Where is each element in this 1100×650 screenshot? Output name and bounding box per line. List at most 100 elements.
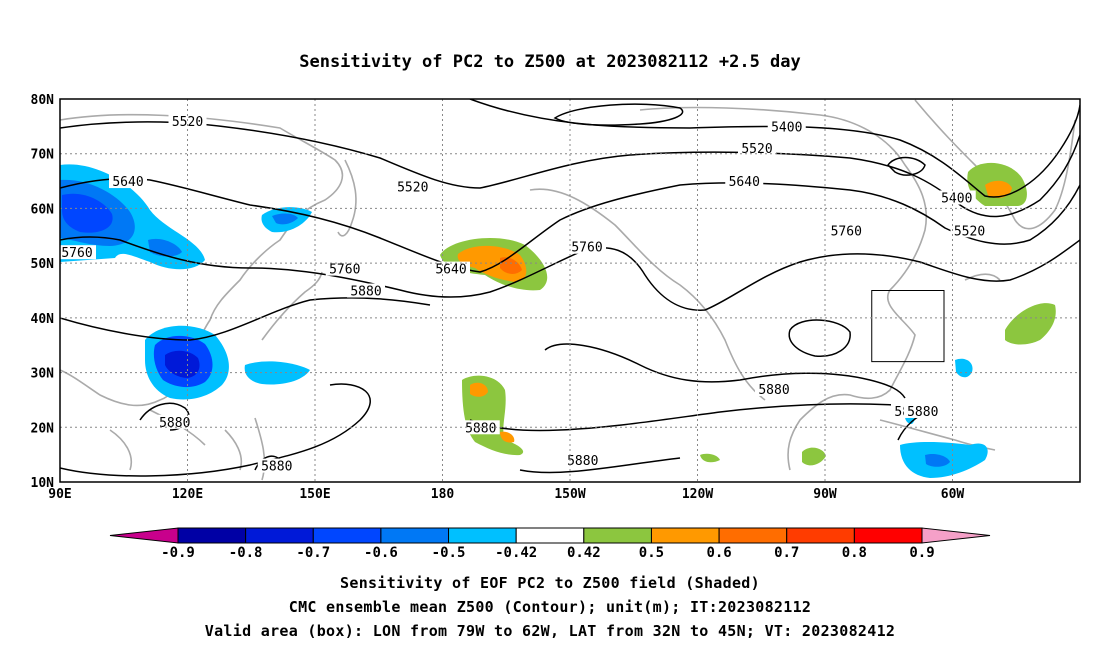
shade-atlantic-pos — [1005, 303, 1056, 345]
contour-5400 — [469, 99, 1080, 198]
contour-label: 5880 — [758, 383, 789, 398]
contour-label: 5880 — [907, 405, 938, 420]
lon-label: 90W — [813, 487, 837, 502]
coastline-alaska — [529, 188, 766, 401]
colorbar-swatch — [245, 527, 314, 544]
shade-japan-neg — [244, 361, 310, 385]
gridlines — [60, 99, 1080, 482]
contour-label-bg — [903, 403, 942, 418]
contour-label-bg — [325, 261, 364, 276]
lat-label: 30N — [31, 367, 55, 382]
contour-label: 5760 — [329, 263, 360, 278]
shade-siberia-neg-core — [62, 193, 113, 233]
contour-label-bg — [257, 458, 296, 473]
valid-area-box — [871, 290, 945, 363]
colorbar: -0.9 -0.8 -0.7 -0.6 -0.5 -0.42 0.42 0.5 0.6 0.7 0.… — [109, 527, 991, 561]
colorbar-label: -0.9 — [161, 545, 195, 561]
lon-label: 120E — [172, 487, 203, 502]
contour-5880-long — [60, 383, 371, 477]
colorbar-label: 0.42 — [567, 545, 601, 561]
shade-central-pacific-pos-core — [470, 382, 515, 443]
contour-label-bg — [563, 453, 602, 468]
lon-label: 150W — [554, 487, 585, 502]
lon-label: 150E — [299, 487, 330, 502]
contour-label: 5760 — [831, 224, 862, 239]
contour-label-bg — [568, 239, 606, 254]
contour-label: 5760 — [571, 241, 602, 256]
contour-5880-south — [469, 403, 896, 432]
contour-label: 5880 — [159, 416, 190, 431]
contour-5880-closed-east — [788, 319, 851, 357]
colorbar-label: 0.8 — [842, 545, 867, 561]
colorbar-under-triangle — [109, 527, 179, 544]
colorbar-swatch — [312, 527, 382, 544]
colorbar-swatch — [650, 527, 720, 544]
contour-label-bg — [738, 141, 776, 156]
contour-label-bg — [155, 414, 194, 429]
map-frame — [59, 98, 1081, 483]
contour-label-bg — [937, 190, 976, 205]
lon-label: 120W — [682, 487, 713, 502]
contour-label: 5640 — [435, 263, 466, 278]
contour-label-bg — [755, 381, 793, 396]
contour-label: 5640 — [112, 175, 143, 190]
contour-label-bg — [725, 174, 764, 189]
contour-label: 5880 — [261, 460, 292, 475]
coastline-kamchatka — [337, 159, 357, 237]
caption-line-2: CMC ensemble mean Z500 (Contour); unit(m… — [288, 598, 812, 616]
colorbar-label: -0.6 — [364, 545, 398, 561]
colorbar-label: 0.7 — [774, 545, 799, 561]
contour-label: 5520 — [954, 224, 985, 239]
lat-label: 80N — [31, 93, 55, 108]
colorbar-swatch — [515, 527, 585, 544]
contour-label: 5520 — [172, 115, 203, 130]
colorbar-swatch — [380, 527, 450, 544]
coastline-newfoundland — [964, 273, 1001, 281]
contour-label: 5400 — [771, 120, 802, 135]
colorbar-swatch — [786, 527, 855, 544]
contour-5880-south-loop — [519, 457, 681, 474]
lat-label: 40N — [31, 312, 55, 327]
contour-label: 5880 — [465, 421, 496, 436]
shade-caribbean-neg-mid — [925, 453, 950, 467]
shade-china-neg-core — [165, 350, 200, 378]
contour-label-bg — [432, 261, 470, 276]
contour-label-bg — [393, 179, 432, 194]
colorbar-label: 0.5 — [639, 545, 664, 561]
colorbar-swatch — [853, 527, 923, 544]
colorbar-label: 0.9 — [909, 545, 934, 561]
coastline-japan — [261, 271, 323, 341]
contour-5520-north — [60, 121, 1080, 218]
colorbar-swatch — [718, 527, 788, 544]
contour-label: 5400 — [941, 191, 972, 206]
contour-label: 5640 — [729, 175, 760, 190]
lon-label: 90E — [48, 487, 71, 502]
contour-label: 5880 — [350, 285, 381, 300]
coastline-asia — [60, 113, 344, 407]
z500-contours — [60, 99, 1080, 477]
caption-line-1: Sensitivity of EOF PC2 to Z500 field (Sh… — [340, 574, 760, 592]
contour-5880-pacific — [544, 343, 906, 399]
colorbar-over-triangle — [921, 527, 991, 544]
contour-label: 5760 — [61, 246, 92, 261]
shade-mexico-pos — [700, 447, 826, 466]
contour-label-bg — [109, 174, 147, 189]
contour-label-bg — [827, 223, 866, 238]
contour-5880-west — [60, 297, 431, 341]
coastline-north-america-east — [639, 106, 928, 471]
contour-label-bg — [347, 283, 385, 298]
latitude-labels: 80N 70N 60N 50N 40N 30N 20N 10N — [31, 93, 55, 491]
colorbar-swatch — [177, 527, 247, 544]
lat-label: 50N — [31, 257, 55, 272]
lon-label: 60W — [941, 487, 965, 502]
map-area: 5520 5400 5520 5520 5640 5640 5400 5520 5760 5760… — [60, 99, 1080, 481]
contour-labels: 5520 5400 5520 5520 5640 5640 5400 5520 5760 5760… — [60, 113, 989, 475]
contour-label-bg — [767, 119, 806, 134]
longitude-labels: 90E 120E 150E 180 150W 120W 90W 60W — [48, 487, 964, 502]
colorbar-label: -0.42 — [495, 545, 537, 561]
contour-label: 5880 — [567, 454, 598, 469]
lat-label: 70N — [31, 148, 55, 163]
lat-label: 60N — [31, 202, 55, 217]
colorbar-swatch — [583, 527, 652, 544]
coastline-greenland — [914, 99, 1076, 230]
